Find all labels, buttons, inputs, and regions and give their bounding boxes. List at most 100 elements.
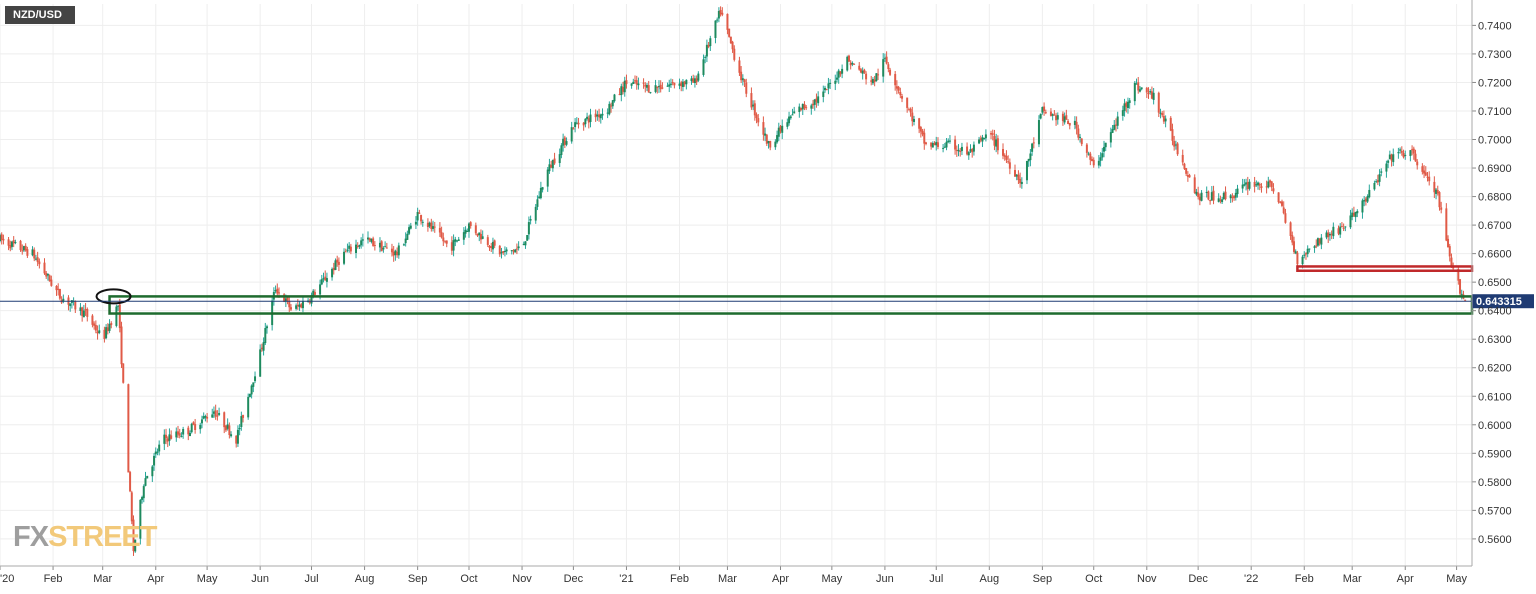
y-tick-label: 0.6800: [1478, 192, 1512, 204]
candle-body: [228, 425, 231, 435]
candle-body: [745, 82, 748, 94]
candle-body: [1080, 138, 1083, 145]
candle-body: [870, 80, 873, 82]
candle-body: [630, 83, 633, 86]
candle-body: [1368, 189, 1371, 198]
candle-body: [1041, 107, 1044, 113]
candle-body: [613, 94, 616, 102]
candle-body: [55, 285, 58, 291]
candle-body: [895, 86, 898, 89]
candle-body: [948, 140, 951, 142]
candle-body: [503, 251, 506, 253]
candle-body: [31, 249, 34, 256]
candle-body: [1005, 156, 1008, 160]
candle-body: [841, 68, 844, 74]
candle-body: [1448, 246, 1451, 257]
x-tick-label: Jun: [876, 573, 894, 585]
candle-body: [1459, 279, 1462, 294]
candle-body: [337, 261, 340, 265]
candle-body: [978, 139, 981, 144]
candle-body: [1327, 232, 1330, 238]
candle-body: [541, 187, 544, 190]
candle-body: [466, 230, 469, 232]
candle-body: [288, 300, 291, 308]
candle-body: [1387, 160, 1390, 163]
candle-body: [19, 240, 22, 251]
candle-body: [810, 105, 813, 109]
candle-body: [476, 233, 479, 236]
candle-body: [486, 237, 489, 245]
candle-body: [404, 238, 407, 244]
candle-body: [406, 233, 409, 240]
y-tick-label: 0.7100: [1478, 106, 1512, 118]
candle-body: [1315, 245, 1318, 247]
candle-body: [48, 275, 51, 282]
candle-body: [284, 298, 287, 302]
candle-body: [990, 133, 993, 135]
candle-body: [432, 226, 435, 229]
candle-body: [82, 310, 85, 318]
candle-body: [885, 56, 888, 64]
y-tick-label: 0.6300: [1478, 334, 1512, 346]
candle-body: [719, 10, 722, 15]
candle-body: [1282, 207, 1285, 214]
logo-fx: FX: [13, 521, 49, 553]
candle-body: [1224, 191, 1227, 200]
candle-body: [1013, 170, 1016, 177]
candle-body: [478, 232, 481, 236]
y-tick-label: 0.7000: [1478, 135, 1512, 147]
candle-body: [348, 245, 351, 249]
candle-body: [1233, 195, 1236, 199]
candle-body: [793, 111, 796, 114]
candle-body: [286, 297, 289, 301]
candle-body: [360, 240, 363, 246]
candle-body: [661, 87, 664, 89]
y-tick-label: 0.7400: [1478, 20, 1512, 32]
candle-body: [505, 249, 508, 252]
candle-body: [1002, 149, 1005, 156]
candle-body: [871, 79, 874, 84]
candle-body: [1289, 222, 1292, 236]
candle-body: [853, 63, 856, 65]
candle-body: [1198, 196, 1201, 201]
candle-body: [909, 108, 912, 113]
y-tick-label: 0.6900: [1478, 163, 1512, 175]
candle-body: [534, 206, 537, 221]
candle-body: [1217, 198, 1220, 202]
candle-body: [1135, 83, 1138, 85]
candle-body: [1031, 143, 1034, 152]
candle-body: [10, 241, 13, 247]
candle-body: [827, 83, 830, 89]
candle-body: [967, 152, 970, 156]
candle-body: [1337, 228, 1340, 234]
candle-body: [716, 19, 719, 21]
candle-body: [546, 169, 549, 187]
candle-body: [514, 249, 517, 253]
candle-body: [924, 142, 927, 144]
candle-body: [416, 211, 419, 221]
candle-body: [1171, 129, 1174, 141]
candle-body: [479, 233, 482, 240]
candle-body: [847, 55, 850, 62]
candle-body: [1296, 252, 1299, 265]
candle-body: [144, 478, 147, 486]
candle-body: [440, 232, 443, 238]
candle-body: [1366, 196, 1369, 202]
candle-body: [923, 132, 926, 144]
candle-body: [168, 434, 171, 441]
candle-body: [402, 244, 405, 246]
candle-body: [418, 212, 421, 214]
candle-body: [139, 499, 142, 539]
candle-body: [242, 415, 245, 418]
candle-body: [62, 298, 65, 302]
candle-body: [1388, 154, 1391, 160]
candle-body: [154, 451, 157, 455]
candle-body: [942, 147, 945, 149]
candle-body: [1253, 182, 1256, 187]
candle-body: [1029, 153, 1032, 161]
candle-body: [134, 539, 137, 552]
candle-body: [1452, 267, 1455, 269]
symbol-tag[interactable]: NZD/USD: [5, 6, 75, 24]
